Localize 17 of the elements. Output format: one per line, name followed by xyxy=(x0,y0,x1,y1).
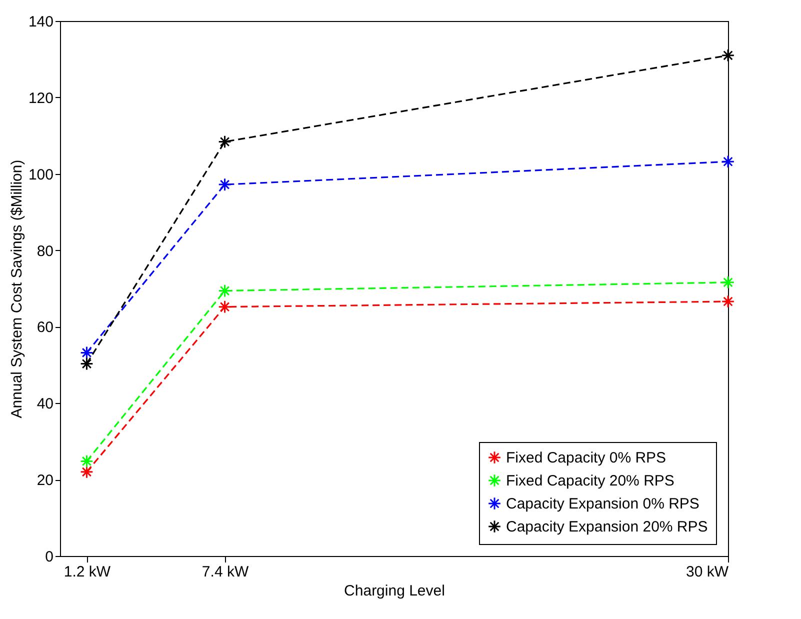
legend-label: Capacity Expansion 0% RPS xyxy=(506,496,700,512)
y-tick-label: 120 xyxy=(28,90,54,107)
x-axis-title: Charging Level xyxy=(344,582,445,600)
y-tick-label: 100 xyxy=(28,166,54,184)
x-tick-label: 1.2 kW xyxy=(64,564,112,580)
legend-label: Fixed Capacity 0% RPS xyxy=(506,450,666,466)
y-axis-title: Annual System Cost Savings ($Million) xyxy=(8,160,26,418)
legend-label: Capacity Expansion 20% RPS xyxy=(506,518,708,536)
legend-label: Fixed Capacity 20% RPS xyxy=(506,472,674,490)
y-tick-label: 40 xyxy=(36,396,54,413)
y-tick-label: 140 xyxy=(28,14,54,30)
x-tick-label: 30 kW xyxy=(686,564,730,580)
y-tick-label: 0 xyxy=(45,548,54,566)
y-tick-label: 80 xyxy=(36,242,54,260)
y-tick-label: 60 xyxy=(36,319,54,336)
x-tick-label: 7.4 kW xyxy=(202,564,250,580)
y-tick-label: 20 xyxy=(36,472,54,490)
